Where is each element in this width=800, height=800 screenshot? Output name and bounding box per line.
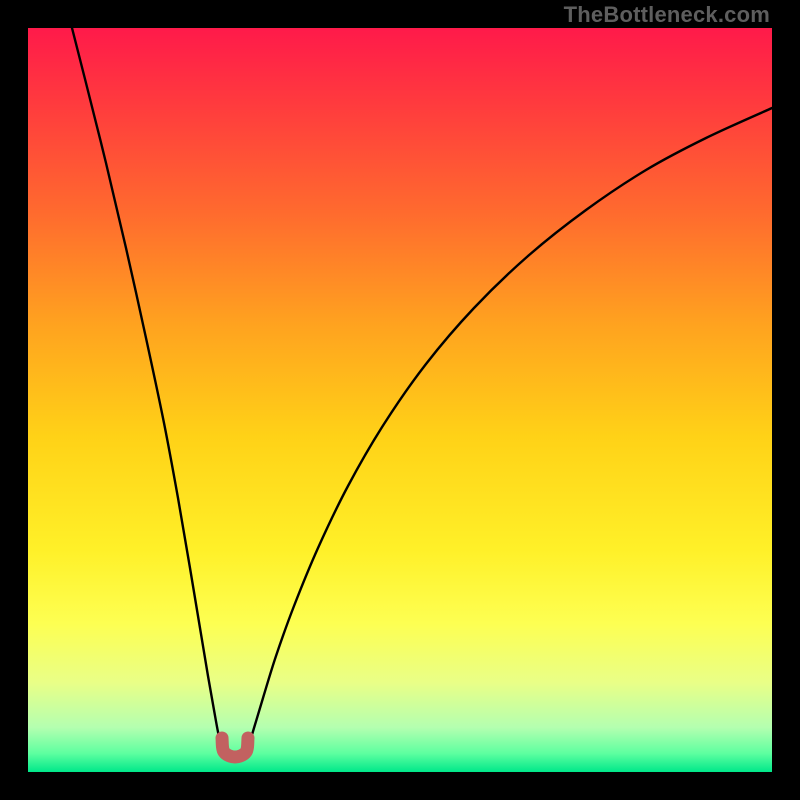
chart-frame: TheBottleneck.com — [0, 0, 800, 800]
watermark-text: TheBottleneck.com — [564, 2, 770, 28]
curve-right-branch — [249, 108, 772, 745]
curve-layer — [28, 28, 772, 772]
plot-area — [28, 28, 772, 772]
minimum-marker — [222, 738, 248, 757]
curve-left-branch — [72, 28, 221, 745]
